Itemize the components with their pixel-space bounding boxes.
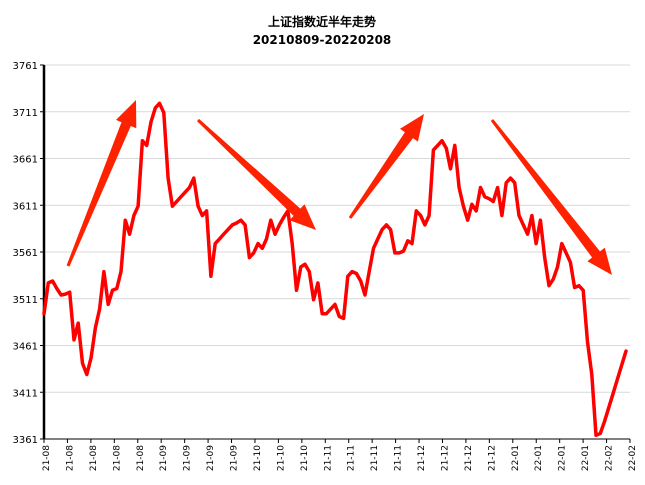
y-tick-labels: 3361 3411 3461 3511 3561 3611 3661 3711 3761 — [13, 61, 38, 446]
x-tick-label: 22-01 — [511, 445, 521, 471]
x-tick-label: 22-01 — [581, 445, 591, 471]
series-line-0 — [42, 101, 628, 438]
series-group — [42, 101, 628, 438]
trend-arrow-2 — [348, 114, 424, 219]
x-tick-label: 21-09 — [206, 445, 216, 471]
y-tick-label: 3661 — [13, 155, 38, 166]
x-tick-label: 21-09 — [183, 445, 193, 471]
trend-arrow-3 — [490, 119, 612, 275]
y-tick-label: 3511 — [13, 295, 38, 306]
trend-arrow-1 — [197, 118, 316, 230]
x-tick-label: 21-08 — [65, 445, 75, 471]
x-tick-label: 21-08 — [89, 445, 99, 471]
x-tick-label: 21-10 — [300, 445, 310, 471]
x-tick-label: 22-02 — [628, 445, 638, 471]
trend-arrows — [66, 100, 612, 275]
y-tick-label: 3611 — [13, 201, 38, 212]
axes — [42, 65, 630, 440]
x-tick-label: 21-10 — [276, 445, 286, 471]
y-tick-label: 3461 — [13, 342, 38, 353]
x-tick-label: 22-02 — [605, 445, 615, 471]
chart-title: 上证指数近半年走势 — [268, 14, 376, 29]
trend-arrow-0 — [66, 100, 137, 267]
x-tick-label: 22-01 — [558, 445, 568, 471]
x-tick-label: 21-08 — [42, 445, 52, 471]
x-tick-label: 21-11 — [347, 445, 357, 471]
y-tick-label: 3761 — [13, 61, 38, 72]
x-tick-label: 22-01 — [534, 445, 544, 471]
x-tick-label: 21-11 — [323, 445, 333, 471]
y-tick-label: 3711 — [13, 108, 38, 119]
x-tick-label: 21-09 — [230, 445, 240, 471]
x-tick-label: 21-12 — [440, 445, 450, 471]
x-tick-label: 21-12 — [487, 445, 497, 471]
x-tick-label: 21-12 — [464, 445, 474, 471]
y-tick-label: 3411 — [13, 388, 38, 399]
x-tick-label: 21-08 — [112, 445, 122, 471]
x-tick-label: 21-10 — [253, 445, 263, 471]
gridlines — [40, 64, 630, 440]
x-tick-label: 21-09 — [159, 445, 169, 471]
x-tick-label: 21-08 — [136, 445, 146, 471]
y-tick-label: 3361 — [13, 435, 38, 446]
x-tick-label: 21-12 — [417, 445, 427, 471]
x-tick-labels: 21-08 21-08 21-08 21-08 21-08 21-09 21-09 21-09… — [42, 439, 638, 471]
x-tick-label: 21-11 — [394, 445, 404, 471]
y-tick-label: 3561 — [13, 248, 38, 259]
x-tick-label: 21-11 — [370, 445, 380, 471]
chart-subtitle: 20210809-20220208 — [253, 33, 392, 47]
